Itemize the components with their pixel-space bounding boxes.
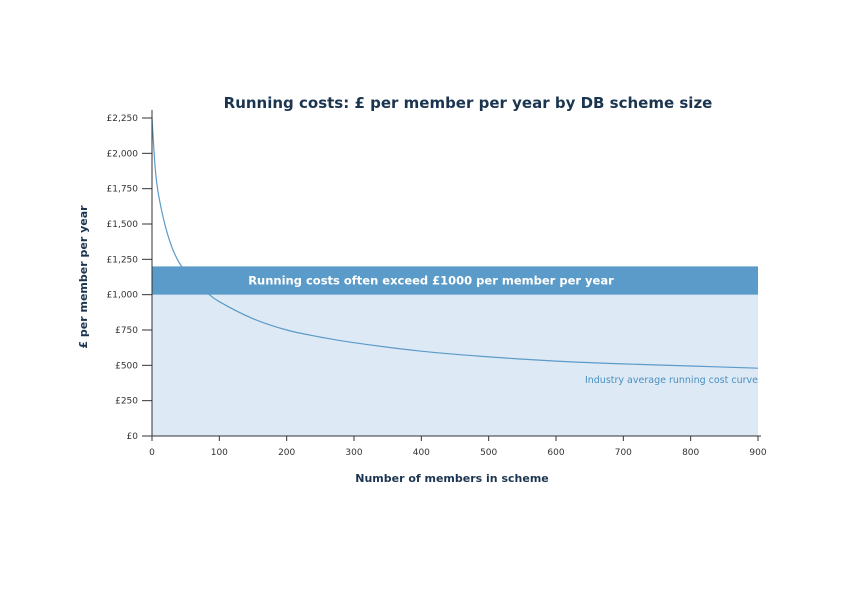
x-tick-label: 0: [149, 448, 155, 458]
y-tick-label: £2,250: [107, 114, 139, 124]
x-tick-label: 100: [211, 448, 228, 458]
x-axis-title: Number of members in scheme: [355, 472, 549, 485]
y-tick-label: £1,250: [107, 255, 139, 265]
y-axis-title: £ per member per year: [77, 205, 90, 349]
band-rect: [152, 266, 758, 295]
y-axis-ticks: £0 £250 £500 £750 £1,000 £1,250 £1,500 £1,750 £2…: [107, 114, 152, 442]
band-layer: Running costs often exceed £1000 per mem…: [152, 266, 758, 295]
y-tick-label: £2,000: [107, 149, 139, 159]
x-tick-label: 300: [345, 448, 362, 458]
x-tick-label: 200: [278, 448, 295, 458]
x-axis-ticks: 0 100 200 300 400 500 600 700 800 900: [149, 436, 767, 458]
x-tick-label: 800: [682, 448, 699, 458]
y-tick-label: £1,750: [107, 185, 139, 195]
series-layer: Industry average running cost curve: [151, 117, 759, 386]
x-tick-label: 500: [480, 448, 497, 458]
axes-layer: [151, 110, 761, 437]
y-tick-label: £1,500: [107, 220, 139, 230]
x-tick-label: 600: [547, 448, 564, 458]
chart-title: Running costs: £ per member per year by …: [224, 94, 713, 112]
y-tick-label: £500: [115, 361, 138, 371]
y-tick-label: £750: [115, 326, 138, 336]
x-tick-label: 900: [749, 448, 766, 458]
y-tick-label: £250: [115, 397, 138, 407]
band-label: Running costs often exceed £1000 per mem…: [248, 274, 614, 288]
y-tick-label: £1,000: [107, 291, 139, 301]
x-tick-label: 400: [413, 448, 430, 458]
series-line-0: [151, 117, 759, 369]
y-tick-label: £0: [127, 432, 139, 442]
series-label-0: Industry average running cost curve: [585, 375, 758, 386]
x-tick-label: 700: [615, 448, 632, 458]
